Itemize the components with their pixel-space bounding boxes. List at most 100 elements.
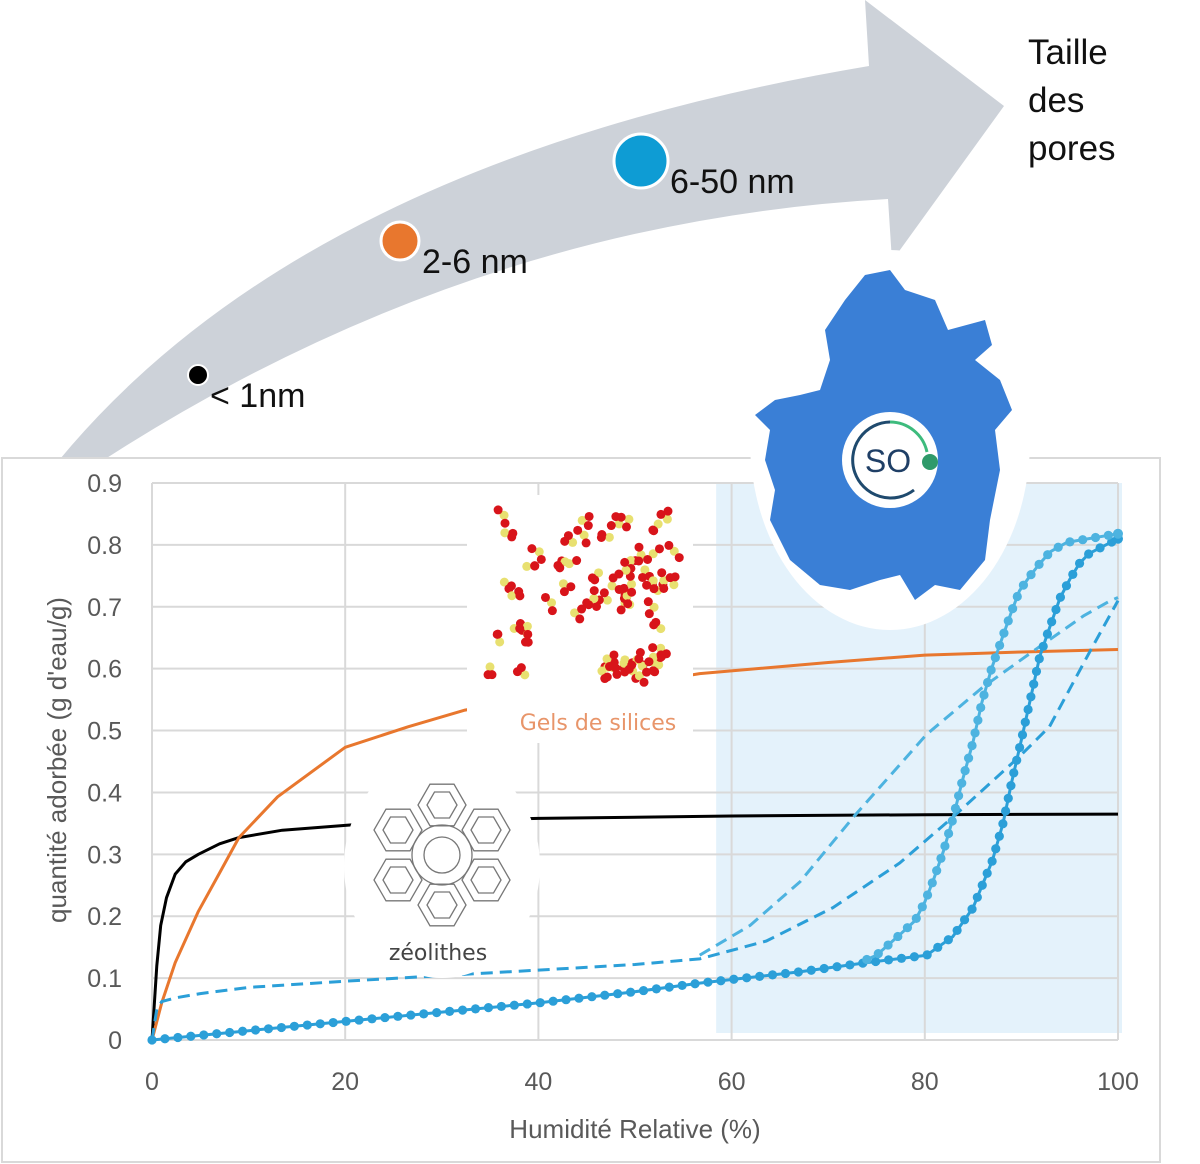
data-point-marker bbox=[328, 1017, 338, 1028]
data-point-marker bbox=[432, 1007, 442, 1018]
data-point-marker bbox=[998, 819, 1008, 829]
data-point-marker bbox=[959, 915, 970, 925]
data-point-marker bbox=[212, 1029, 222, 1039]
data-point-marker bbox=[902, 923, 913, 933]
data-point-marker bbox=[1020, 717, 1030, 727]
oxygen-atom bbox=[634, 654, 644, 664]
oxygen-atom bbox=[530, 561, 540, 571]
data-point-marker bbox=[933, 942, 943, 952]
silicon-atom bbox=[649, 602, 659, 612]
data-point-marker bbox=[626, 987, 636, 997]
silicon-atom bbox=[669, 546, 679, 556]
data-point-marker bbox=[419, 1009, 429, 1019]
data-point-marker bbox=[896, 953, 907, 963]
data-point-marker bbox=[982, 868, 992, 878]
x-tick-label: 100 bbox=[1097, 1068, 1139, 1096]
silicon-atom bbox=[634, 671, 644, 681]
data-point-marker bbox=[871, 956, 881, 967]
silicon-atom bbox=[621, 565, 631, 575]
oxygen-atom bbox=[643, 555, 653, 565]
oxygen-atom bbox=[659, 583, 669, 593]
silicon-atom bbox=[547, 598, 557, 608]
oxygen-atom bbox=[634, 556, 644, 566]
y-tick-label: 0.5 bbox=[87, 718, 122, 746]
oxygen-atom bbox=[493, 629, 503, 639]
silicon-atom bbox=[589, 594, 599, 604]
logo-dot-icon bbox=[922, 454, 938, 470]
data-point-marker bbox=[1026, 692, 1036, 702]
data-point-marker bbox=[1061, 581, 1072, 591]
silicon-atom bbox=[597, 666, 607, 676]
silicon-atom bbox=[500, 528, 510, 538]
data-point-marker bbox=[1055, 592, 1066, 602]
data-point-marker bbox=[927, 878, 937, 888]
data-point-marker bbox=[979, 690, 989, 700]
data-point-marker bbox=[909, 952, 919, 962]
oxygen-atom bbox=[606, 521, 616, 531]
oxygen-atom bbox=[584, 511, 594, 521]
silicon-atom bbox=[602, 595, 612, 605]
data-point-marker bbox=[806, 965, 816, 975]
data-point-marker bbox=[1065, 537, 1075, 547]
oxygen-atom bbox=[609, 650, 619, 660]
mesopore-large-dot bbox=[612, 132, 670, 190]
oxygen-atom bbox=[654, 544, 664, 554]
cage-face bbox=[373, 808, 423, 852]
oxygen-atom bbox=[616, 605, 626, 615]
data-point-marker bbox=[963, 753, 974, 763]
silicon-atom bbox=[653, 519, 663, 529]
oxygen-atom bbox=[553, 560, 563, 570]
y-tick-label: 0.2 bbox=[87, 903, 122, 931]
arrow-title-line: Taille bbox=[1028, 33, 1108, 72]
oxygen-atom bbox=[500, 518, 510, 528]
silicon-atom bbox=[619, 658, 629, 668]
oxygen-atom bbox=[644, 657, 654, 667]
data-point-marker bbox=[845, 960, 855, 970]
data-point-marker bbox=[1043, 550, 1053, 560]
data-point-marker bbox=[1017, 730, 1028, 740]
oxygen-atom bbox=[638, 572, 648, 582]
silicon-atom bbox=[648, 549, 658, 559]
silicon-atom bbox=[520, 670, 530, 680]
data-point-marker bbox=[147, 1035, 157, 1045]
oxygen-atom bbox=[649, 620, 659, 630]
data-point-marker bbox=[393, 1011, 403, 1021]
oxygen-atom bbox=[523, 629, 533, 639]
data-point-marker bbox=[967, 740, 977, 751]
zeolite-structure-icon bbox=[373, 783, 511, 927]
silicon-atom bbox=[669, 580, 679, 590]
silicon-atom bbox=[607, 581, 617, 591]
oxygen-atom bbox=[650, 667, 660, 677]
data-point-marker bbox=[548, 996, 558, 1006]
mesopore-small-dot bbox=[379, 220, 421, 262]
oxygen-atom bbox=[493, 505, 503, 515]
data-point-marker bbox=[406, 1010, 416, 1020]
series-0 bbox=[150, 812, 1119, 1041]
cage-face bbox=[470, 866, 502, 894]
oxygen-atom bbox=[599, 588, 609, 598]
oxygen-atom bbox=[627, 587, 637, 597]
data-point-marker bbox=[1018, 580, 1029, 590]
mesopore-large-label: 6-50 nm bbox=[670, 163, 795, 201]
data-point-marker bbox=[613, 989, 623, 999]
cage-face bbox=[461, 858, 511, 902]
silicon-atom bbox=[499, 577, 509, 587]
oxygen-atom bbox=[656, 509, 666, 519]
silicon-atom bbox=[507, 591, 517, 601]
data-point-marker bbox=[960, 766, 970, 776]
oxygen-atom bbox=[657, 568, 667, 578]
oxygen-atom bbox=[506, 581, 516, 591]
data-point-marker bbox=[445, 1006, 455, 1016]
oxygen-atom bbox=[624, 664, 634, 674]
data-point-marker bbox=[967, 904, 977, 914]
oxygen-atom bbox=[560, 536, 570, 546]
data-point-marker bbox=[367, 1014, 377, 1024]
oxygen-atom bbox=[614, 584, 624, 594]
data-point-marker bbox=[1031, 666, 1042, 676]
oxygen-atom bbox=[634, 542, 644, 552]
y-tick-label: 0.7 bbox=[87, 594, 122, 622]
x-tick-label: 40 bbox=[524, 1068, 552, 1096]
y-tick-label: 0.1 bbox=[87, 965, 122, 993]
data-point-marker bbox=[1029, 679, 1039, 689]
data-point-marker bbox=[289, 1021, 299, 1031]
